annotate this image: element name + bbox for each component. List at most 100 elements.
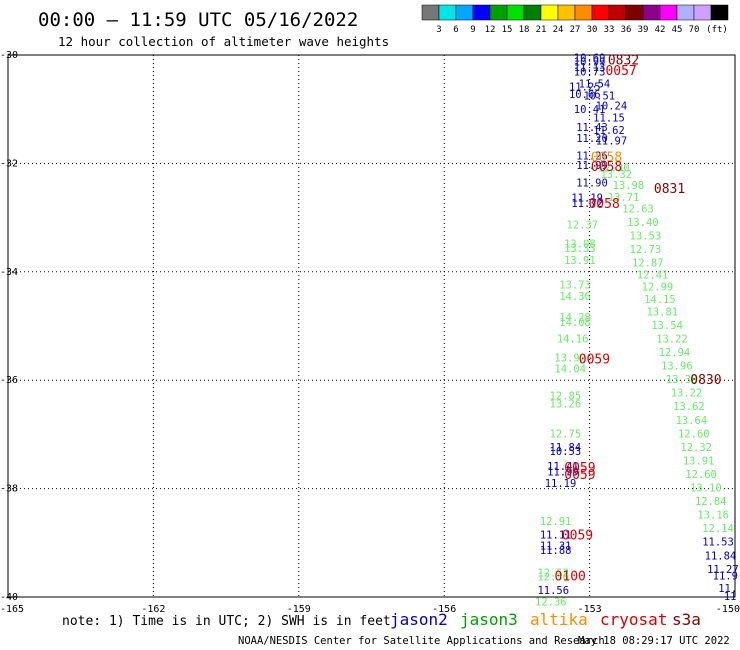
colorbar-label: 18 [519,25,530,35]
wave-height-label: 11.62 [593,125,625,137]
wave-height-label: 11.19 [571,193,603,205]
wave-height-label: 12.84 [695,496,727,508]
wave-height-label: 12.60 [685,469,717,481]
x-tick-label: -165 [0,604,24,615]
chart-subtitle: 12 hour collection of altimeter wave hei… [58,34,389,49]
wave-height-label: 10.41 [574,104,606,116]
wave-height-label: 10.73 [574,66,606,78]
wave-height-label: 13.22 [656,333,688,345]
colorbar-label: 12 [485,25,496,35]
wave-height-label: 10.99 [574,57,606,69]
y-tick-label: -34 [0,267,18,278]
pass-time-label: 0057 [605,64,636,79]
wave-height-label: 13.33 [564,243,596,255]
legend-s3a: s3a [672,610,701,629]
colorbar-swatch [659,4,678,21]
colorbar-swatch [676,4,695,21]
wave-height-label: 14.04 [554,363,586,375]
wave-height-label: 11.11 [540,530,572,542]
wave-height-label: 12.37 [567,220,599,232]
wave-height-label: 12.99 [642,281,674,293]
pass-time-label: 0058 [588,197,619,212]
colorbar-label: 39 [638,25,649,35]
y-tick-label: -32 [0,158,18,169]
wave-height-labels: 10.6910.9911.1310.7311.5411.2510.6610.51… [535,53,739,609]
colorbar-swatch [710,4,729,21]
wave-height-label: 11.9 [713,570,738,582]
colorbar-swatch [642,4,661,21]
credit-text: NOAA/NESDIS Center for Satellite Applica… [238,635,605,647]
legend-cryosat: cryosat [600,610,667,629]
wave-height-label: 12.63 [622,203,654,215]
wave-height-label: 11.97 [596,136,628,148]
wave-height-label: 11.43 [576,122,608,134]
wave-height-label: 12.36 [537,571,569,583]
wave-height-label: 11.72 [571,198,603,210]
wave-height-label: 13.10 [690,483,722,495]
y-tick-label: -30 [0,50,18,61]
wave-height-label: 12.85 [550,390,582,402]
colorbar-label: 21 [536,25,547,35]
wave-height-label: 13.32 [600,169,632,181]
satellite-legend: jason2 jason3 altika cryosat s3a [390,610,701,629]
wave-height-label: 13.16 [697,510,729,522]
wave-height-label: 12.41 [637,270,669,282]
y-tick-label: -36 [0,375,18,386]
wave-height-label: 12.91 [540,516,572,528]
plot-frame [7,54,736,598]
wave-height-label: 13.96 [661,361,693,373]
pass-time-label: 0830 [690,373,721,388]
wave-height-label: 11.15 [593,112,625,124]
wave-height-label: 13.81 [646,306,678,318]
colorbar-swatch [574,4,593,21]
timestamp-text: May 18 08:29:17 UTC 2022 [578,635,730,647]
wave-height-label: 12.60 [678,428,710,440]
wave-height-label: 14.28 [559,312,591,324]
wave-height-label: 11. [718,583,737,595]
wave-height-label: 13.40 [627,217,659,229]
wave-height-label: 11.41 [547,461,579,473]
wave-height-label: 13.92 [554,352,586,364]
wave-height-label: 14.08 [559,317,591,329]
colorbar-swatch [455,4,474,21]
wave-height-label: 13.98 [613,180,645,192]
colorbar-label: 27 [570,25,581,35]
axis-ticks: -165 -162 -159 -156 -153 -150 -30 -32 -34 -36 -38 -… [0,50,740,615]
wave-height-label: 11.84 [550,442,582,454]
wave-height-label: 14.36 [559,291,591,303]
legend-jason3: jason3 [460,610,518,629]
colorbar-label: 3 [436,25,441,35]
x-tick-label: -153 [578,604,602,615]
wave-height-label: 12.36 [535,596,567,608]
wave-height-label: 11.99 [576,160,608,172]
wave-height-label: 13.71 [608,192,640,204]
wave-height-label: 13.91 [564,255,596,267]
colorbar-swatch [421,4,440,21]
wave-height-label: 13.08 [564,239,596,251]
pass-time-label: 0831 [654,182,685,197]
pass-time-label: 0832 [608,53,639,68]
wave-height-label: 13.22 [671,388,703,400]
colorbar-swatch [540,4,559,21]
wave-height-label: 13.53 [630,230,662,242]
wave-height-label: 13.26 [550,399,582,411]
colorbar-swatch [438,4,457,21]
pass-time-label: 0058 [591,150,622,165]
colorbar-swatch [506,4,525,21]
wave-height-label: 11 [724,591,737,603]
plot-area: -165 -162 -159 -156 -153 -150 -30 -32 -34 -36 -38 -… [0,50,740,615]
colorbar-swatch [557,4,576,21]
wave-height-label: 11.53 [702,537,734,549]
x-tick-label: -159 [287,604,311,615]
wave-height-label: 11.56 [537,585,569,597]
pass-time-labels: 0832005700580058083100580059083000590059… [555,53,722,584]
wave-height-label: 12.94 [659,347,691,359]
wave-height-label: 12.14 [702,523,734,535]
y-tick-label: -38 [0,484,18,495]
pass-time-label: 0059 [564,468,595,483]
wave-height-label: 10.53 [550,446,582,458]
colorbar-swatch [608,4,627,21]
pass-time-label: 0059 [562,529,593,544]
colorbar-label: (ft) [706,25,728,35]
